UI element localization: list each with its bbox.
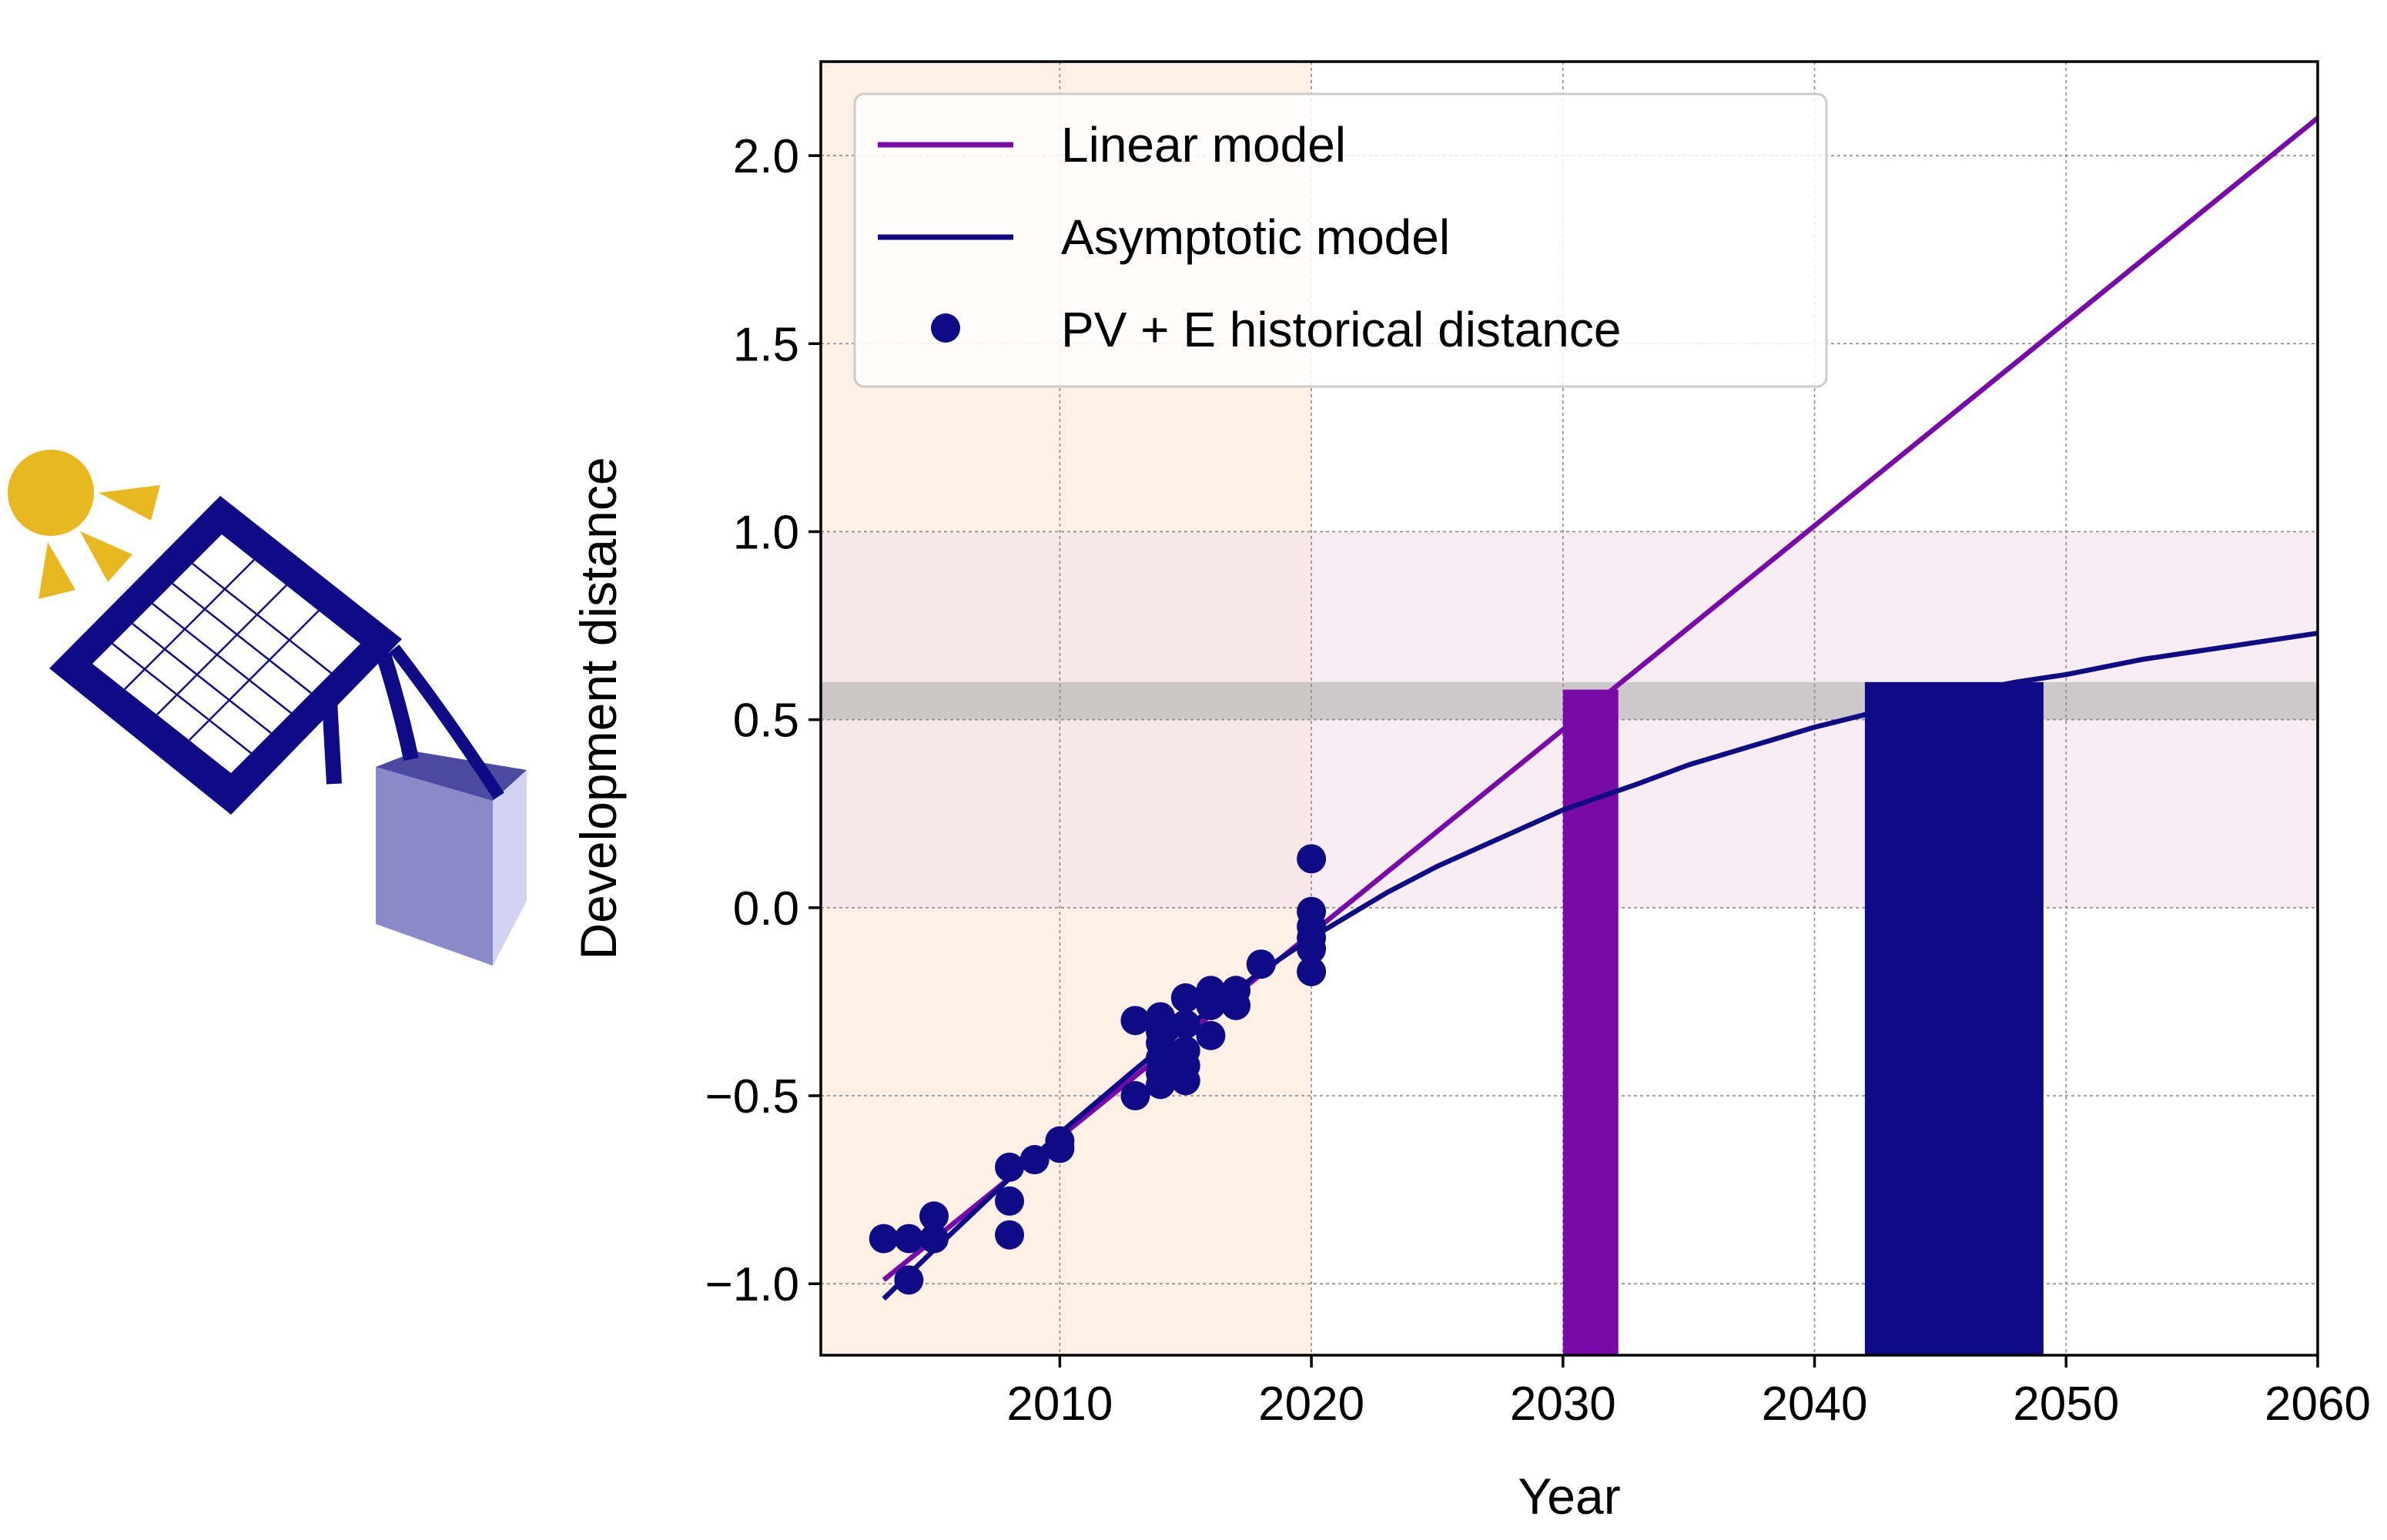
- data-point-4: [919, 1224, 949, 1254]
- series-line-0: [882, 116, 2320, 1282]
- x-tick-label-0: 2010: [1006, 1378, 1113, 1431]
- y-axis-ticks: −1.0 −0.5 0.0 0.5 1.0 1.5 2.0: [705, 130, 821, 1311]
- y-tick-label-1: −0.5: [705, 1070, 799, 1123]
- data-point-10: [1045, 1133, 1075, 1163]
- data-point-25: [1196, 990, 1226, 1020]
- data-point-2: [894, 1265, 924, 1295]
- legend-swatch-historical: [931, 313, 960, 343]
- model-lines: [882, 116, 2320, 1301]
- y-tick-label-6: 2.0: [733, 130, 799, 183]
- legend-label-historical: PV + E historical distance: [1061, 302, 1621, 357]
- x-axis-label: Year: [1518, 1468, 1620, 1525]
- data-point-3: [919, 1201, 949, 1231]
- data-point-5: [995, 1152, 1025, 1182]
- x-tick-label-4: 2050: [2013, 1378, 2119, 1431]
- y-tick-label-4: 1.0: [733, 506, 799, 559]
- data-point-12: [1120, 1081, 1150, 1111]
- y-axis-label: Development distance: [570, 457, 627, 959]
- data-point-35: [1297, 956, 1327, 986]
- plot-frame: [819, 60, 2319, 1357]
- legend-label-asymptotic: Asymptotic model: [1061, 209, 1450, 265]
- panel-icon: [49, 496, 504, 815]
- x-tick-label-5: 2060: [2265, 1378, 2371, 1431]
- data-point-19: [1170, 983, 1200, 1013]
- x-tick-label-2: 2030: [1510, 1378, 1616, 1431]
- legend-box: [853, 92, 1828, 388]
- data-point-7: [995, 1220, 1025, 1250]
- threshold-bars: [1562, 681, 2044, 1355]
- data-point-18: [1146, 1070, 1176, 1100]
- series-line-1: [882, 631, 2318, 1301]
- legend-label-linear: Linear model: [1061, 117, 1346, 172]
- data-point-8: [1019, 1145, 1050, 1175]
- x-tick-label-1: 2020: [1258, 1378, 1364, 1431]
- data-point-28: [1221, 990, 1251, 1020]
- data-point-23: [1170, 1066, 1200, 1096]
- battery-icon: [376, 752, 527, 966]
- data-point-0: [869, 1224, 899, 1254]
- data-point-26: [1196, 1020, 1226, 1050]
- y-tick-label-0: −1.0: [705, 1258, 799, 1311]
- data-point-11: [1120, 1006, 1150, 1036]
- historical-points: [869, 844, 1327, 1295]
- x-axis-ticks: 2010 2020 2030 2040 2050 2060: [1006, 1355, 2371, 1431]
- solar-panel-battery-icon: [8, 450, 527, 966]
- data-point-6: [995, 1186, 1025, 1216]
- data-point-30: [1297, 844, 1327, 874]
- data-point-1: [894, 1224, 924, 1254]
- y-tick-label-3: 0.5: [733, 695, 799, 748]
- y-tick-label-5: 1.5: [733, 318, 799, 371]
- data-point-34: [1297, 934, 1327, 964]
- data-point-20: [1170, 1009, 1200, 1040]
- threshold-bar-0: [1562, 689, 1619, 1355]
- data-point-29: [1246, 949, 1276, 979]
- legend: Linear model Asymptotic model PV + E his…: [853, 92, 1828, 388]
- sun-icon: [8, 450, 160, 599]
- y-tick-label-2: 0.0: [733, 882, 799, 936]
- threshold-bar-1: [1864, 681, 2044, 1355]
- x-tick-label-3: 2040: [1762, 1378, 1868, 1431]
